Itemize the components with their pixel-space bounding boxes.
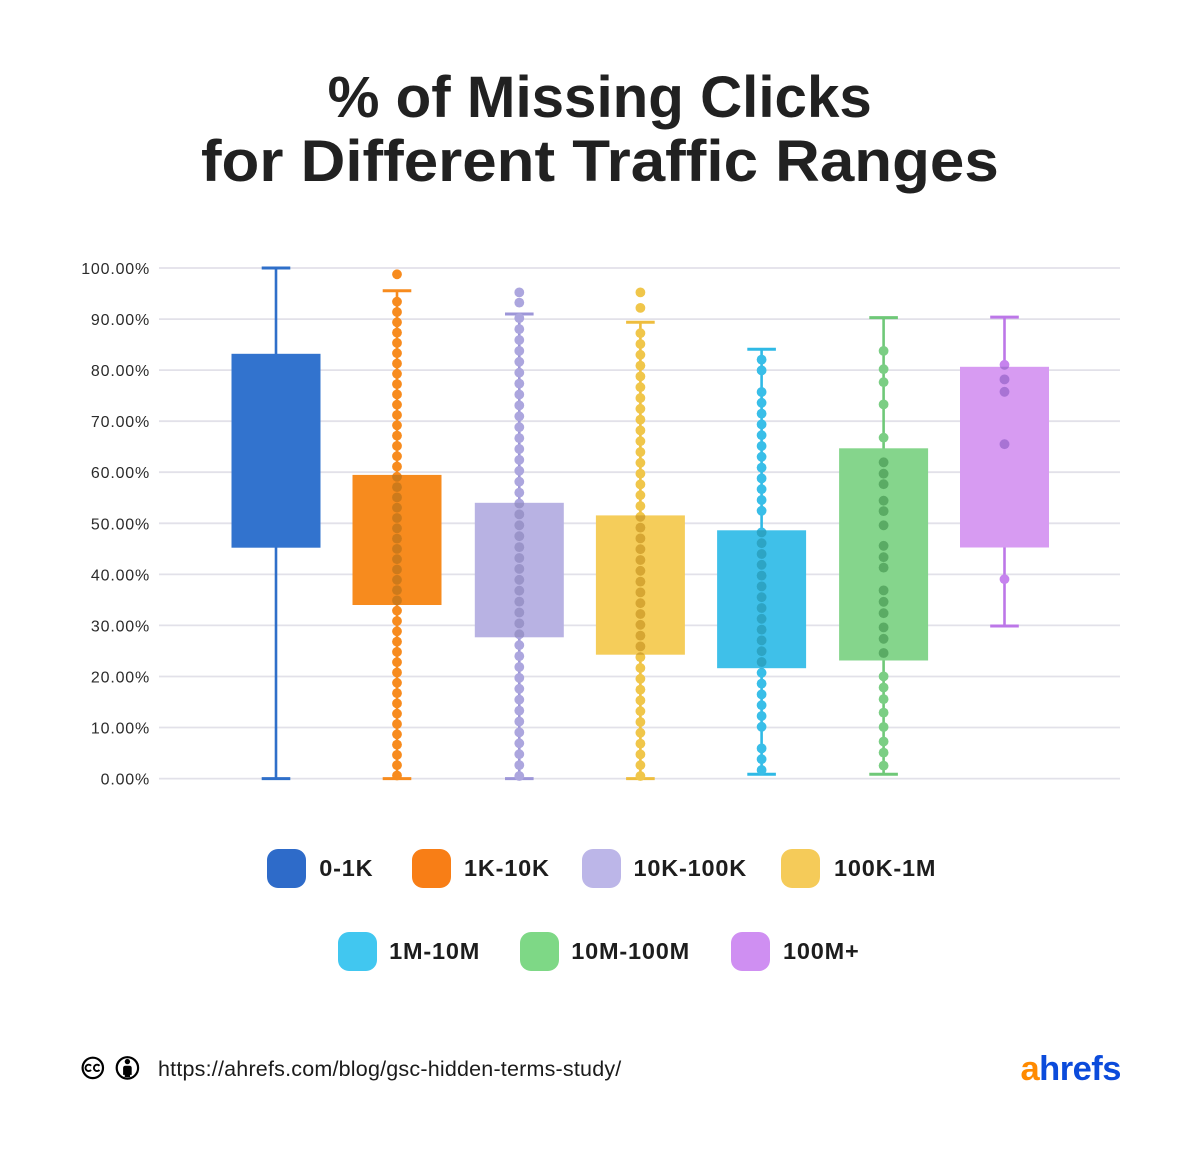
svg-text:30.00%: 30.00% bbox=[91, 618, 150, 635]
svg-text:10.00%: 10.00% bbox=[91, 721, 150, 738]
svg-text:20.00%: 20.00% bbox=[91, 670, 150, 687]
svg-text:60.00%: 60.00% bbox=[91, 465, 150, 482]
svg-text:70.00%: 70.00% bbox=[91, 414, 150, 431]
svg-text:90.00%: 90.00% bbox=[91, 312, 150, 329]
svg-text:100.00%: 100.00% bbox=[81, 261, 150, 278]
svg-text:50.00%: 50.00% bbox=[91, 516, 150, 533]
svg-text:80.00%: 80.00% bbox=[91, 363, 150, 380]
svg-text:40.00%: 40.00% bbox=[91, 567, 150, 584]
svg-text:0.00%: 0.00% bbox=[101, 772, 150, 789]
